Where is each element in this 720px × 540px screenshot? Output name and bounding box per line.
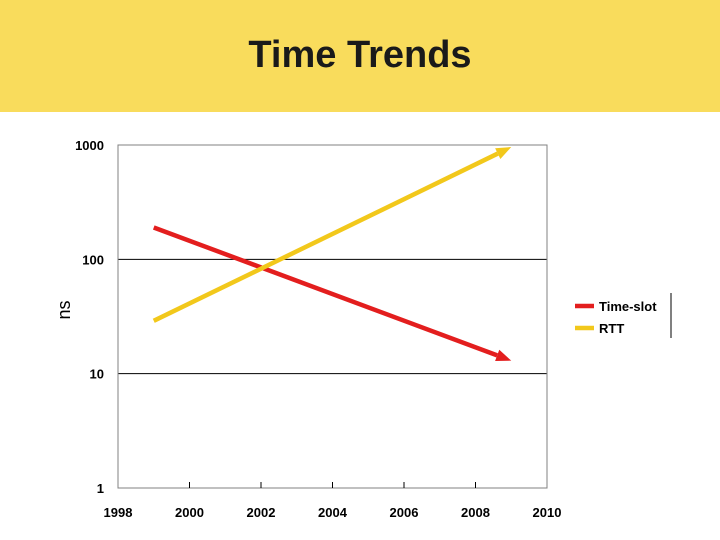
slide-title: Time Trends xyxy=(248,34,472,76)
axis-ticks: 1 10 100 1000 1998 2000 2002 2004 2006 2008 2010 xyxy=(75,138,561,520)
x-tick-label: 2002 xyxy=(247,505,276,520)
series-arrowhead-1 xyxy=(495,147,512,159)
series-line-1 xyxy=(152,151,499,323)
y-tick-label: 100 xyxy=(82,252,104,267)
x-tick-label: 2006 xyxy=(390,505,419,520)
x-tick-label: 2004 xyxy=(318,505,348,520)
legend: Time-slot RTT xyxy=(575,293,672,338)
x-tick-label: 1998 xyxy=(104,505,133,520)
series-line-0 xyxy=(152,225,498,358)
x-tick-label: 2010 xyxy=(533,505,562,520)
y-tick-label: 1 xyxy=(97,481,104,496)
series xyxy=(152,147,512,362)
legend-label: RTT xyxy=(599,321,624,336)
plot-area xyxy=(117,144,548,489)
y-tick-label: 1000 xyxy=(75,138,104,153)
title-bar xyxy=(0,0,720,112)
y-tick-label: 10 xyxy=(90,367,104,382)
y-axis-label: ns xyxy=(54,300,74,319)
legend-label: Time-slot xyxy=(599,299,657,314)
series-arrowhead-0 xyxy=(495,349,512,362)
grid xyxy=(118,258,547,375)
x-tick-label: 2000 xyxy=(175,505,204,520)
x-tick-label: 2008 xyxy=(461,505,490,520)
